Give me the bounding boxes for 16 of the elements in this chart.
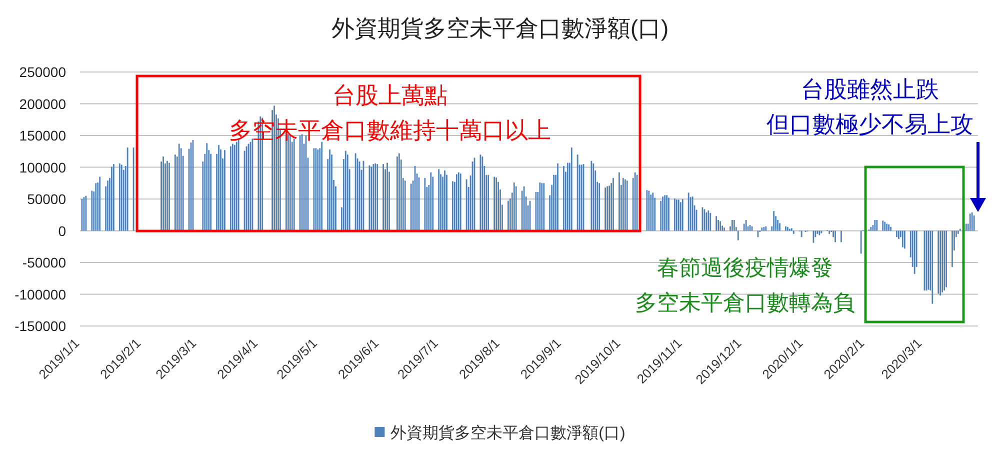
annotation: 春節過後疫情爆發 [657, 255, 833, 280]
y-tick-label: -50000 [22, 254, 66, 270]
y-tick-label: 0 [58, 222, 66, 239]
legend: 外資期貨多空未平倉口數淨額(口) [374, 425, 626, 442]
y-tick-label: 150000 [19, 128, 66, 144]
annotation: 台股雖然止跌 [801, 76, 939, 102]
y-tick-label: -100000 [14, 286, 66, 302]
y-tick-label: 100000 [19, 159, 66, 176]
y-tick-label: 200000 [19, 96, 66, 112]
annotation: 但口數極少不易上攻 [766, 111, 974, 137]
y-tick-label: -150000 [14, 318, 66, 334]
y-tick-label: 50000 [27, 191, 66, 207]
annotation: 多空未平倉口數轉為負 [635, 290, 855, 315]
y-tick-label: 250000 [19, 64, 66, 80]
annotation: 台股上萬點 [332, 82, 448, 108]
chart-title: 外資期貨多空未平倉口數淨額(口) [331, 15, 669, 41]
